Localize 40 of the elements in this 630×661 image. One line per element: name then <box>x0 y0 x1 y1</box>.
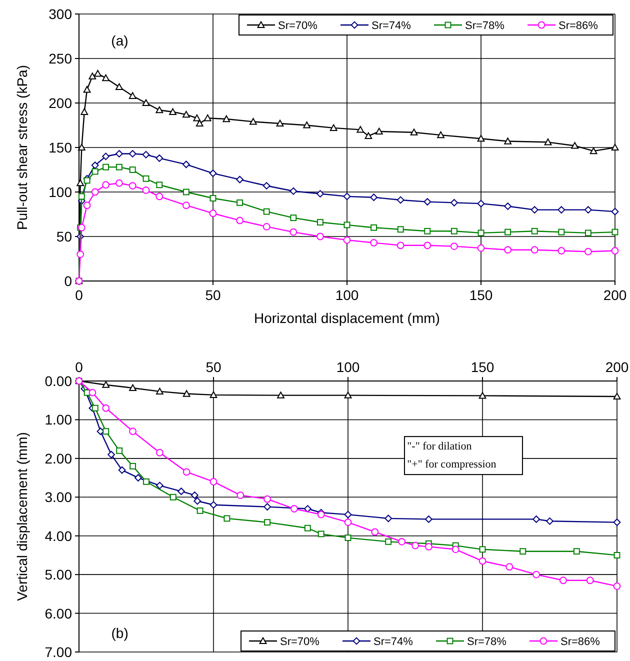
legend-label: Sr=78% <box>465 20 505 32</box>
y-axis-title: Vertical displacement (mm) <box>14 432 30 601</box>
x-tick-label: 0 <box>75 287 84 303</box>
y-tick-label: 5.00 <box>44 566 72 583</box>
legend-label: Sr=78% <box>467 636 507 648</box>
y-tick-label: 6.00 <box>44 605 72 622</box>
y-tick-label: 250 <box>48 50 72 66</box>
annotation: "+" for compression <box>407 458 497 470</box>
x-tick-label: 0 <box>75 359 84 375</box>
x-tick-label: 150 <box>469 287 493 303</box>
y-tick-label: 300 <box>48 6 72 22</box>
x-tick-label: 150 <box>470 359 494 375</box>
y-tick-label: 150 <box>48 140 72 156</box>
y-tick-label: 4.00 <box>44 528 72 544</box>
legend-label: Sr=70% <box>280 636 320 648</box>
legend-label: Sr=74% <box>374 636 414 648</box>
legend-label: Sr=86% <box>558 20 598 32</box>
x-tick-label: 100 <box>336 359 360 375</box>
y-tick-label: 3.00 <box>44 489 72 506</box>
x-axis-title: Horizontal displacement (mm) <box>254 310 440 326</box>
annotation: (a) <box>111 32 128 49</box>
y-tick-label: 0.00 <box>44 373 72 389</box>
x-tick-label: 50 <box>205 287 221 303</box>
y-axis-title: Pull-out shear stress (kPa) <box>14 65 30 230</box>
legend-label: Sr=70% <box>278 20 318 32</box>
y-tick-label: 200 <box>48 95 72 111</box>
x-tick-label: 200 <box>603 287 627 303</box>
x-tick-label: 50 <box>206 359 222 375</box>
legend-label: Sr=74% <box>372 20 412 32</box>
y-tick-label: 100 <box>48 184 72 200</box>
y-tick-label: 7.00 <box>44 644 72 660</box>
annotation: (b) <box>111 625 128 642</box>
legend-label: Sr=86% <box>560 636 600 648</box>
y-tick-label: 2.00 <box>44 450 72 466</box>
annotation: "-" for dilation <box>407 440 472 453</box>
y-tick-label: 50 <box>56 228 72 244</box>
x-tick-label: 200 <box>605 359 629 375</box>
y-tick-label: 0 <box>64 273 72 289</box>
y-tick-label: 1.00 <box>44 412 72 428</box>
x-tick-label: 100 <box>335 287 359 303</box>
